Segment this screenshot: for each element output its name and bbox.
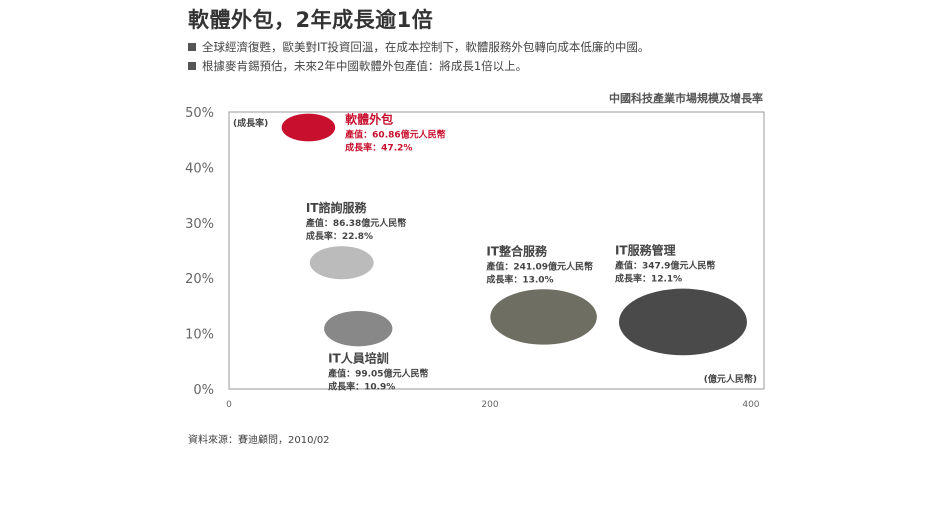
y-tick-label: 40% <box>185 161 214 176</box>
bubble <box>324 310 393 347</box>
bubble-growth-label: 成長率：12.1% <box>615 273 682 285</box>
x-axis-label: (億元人民幣) <box>704 373 757 385</box>
bubble <box>618 288 747 356</box>
bubble <box>281 113 336 142</box>
y-tick-label: 20% <box>185 272 214 287</box>
x-tick-label: 400 <box>742 400 759 410</box>
bubble-growth-label: 成長率：22.8% <box>306 230 373 242</box>
y-tick-label: 50% <box>185 106 214 121</box>
bubble <box>309 246 374 280</box>
bubble-label: IT人員培訓 <box>328 350 389 365</box>
bullet-text: 根據麥肯錫預估，未來2年中國軟體外包產值：將成長1倍以上。 <box>202 58 528 73</box>
bubble-growth-label: 成長率：47.2% <box>345 142 412 154</box>
x-tick-label: 200 <box>481 400 498 410</box>
bubble-value-label: 產值：99.05億元人民幣 <box>327 367 428 379</box>
bubble-value-label: 產值：347.9億元人民幣 <box>614 260 715 272</box>
bubble-label: IT服務管理 <box>615 243 676 258</box>
bubble-value-label: 產值：86.38億元人民幣 <box>305 217 406 229</box>
bubble <box>490 289 597 345</box>
y-tick-label: 10% <box>185 328 214 343</box>
chart-title: 中國科技產業市場規模及增長率 <box>609 92 763 105</box>
source-note: 資料來源：賽迪顧問，2010/02 <box>188 435 330 446</box>
bullet-list: 全球經濟復甦，歐美對IT投資回溫，在成本控制下，軟體服務外包轉向成本低廉的中國。… <box>188 37 649 75</box>
plot-area-frame <box>228 111 765 390</box>
bubble-label: IT諮詢服務 <box>306 200 368 215</box>
y-axis-label: (成長率) <box>233 117 268 129</box>
bullet-square-icon <box>188 61 196 70</box>
bubble-label: IT整合服務 <box>486 243 548 258</box>
bullet-item: 全球經濟復甦，歐美對IT投資回溫，在成本控制下，軟體服務外包轉向成本低廉的中國。 <box>188 37 649 56</box>
y-tick-label: 0% <box>193 383 214 398</box>
bullet-item: 根據麥肯錫預估，未來2年中國軟體外包產值：將成長1倍以上。 <box>188 56 649 75</box>
bubble-value-label: 產值：241.09億元人民幣 <box>485 260 593 272</box>
x-tick-label: 0 <box>226 400 232 410</box>
bubble-label: 軟體外包 <box>345 112 393 127</box>
bullet-square-icon <box>188 42 196 51</box>
bubble-growth-label: 成長率：10.9% <box>328 380 395 392</box>
bullet-text: 全球經濟復甦，歐美對IT投資回溫，在成本控制下，軟體服務外包轉向成本低廉的中國。 <box>202 39 650 54</box>
page-title: 軟體外包，2年成長逾1倍 <box>188 8 434 32</box>
y-tick-label: 30% <box>185 217 214 232</box>
bubble-growth-label: 成長率：13.0% <box>486 273 553 285</box>
bubble-value-label: 產值：60.86億元人民幣 <box>344 129 445 141</box>
